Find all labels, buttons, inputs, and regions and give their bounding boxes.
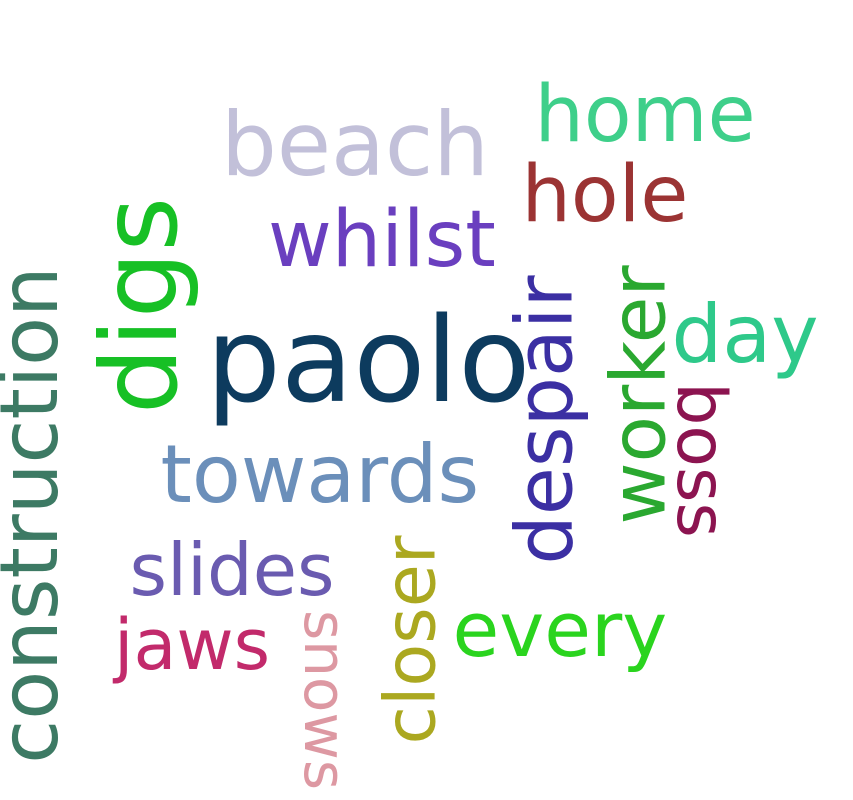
word-construction: construction (0, 266, 76, 764)
word-every: every (452, 585, 668, 674)
word-paolo: paolo (206, 291, 531, 429)
word-home: home (534, 70, 756, 160)
word-digs: digs (78, 196, 201, 414)
word-closer: closer (369, 535, 452, 745)
word-hole: hole (521, 150, 689, 240)
word-slides: slides (129, 528, 335, 612)
word-despair: despair (500, 275, 591, 565)
word-jaws: jaws (114, 604, 271, 686)
word-boss: boss (660, 382, 740, 538)
word-snows: snows (291, 609, 360, 791)
word-beach: beach (221, 93, 490, 196)
word-whilst: whilst (268, 195, 496, 285)
word-day: day (671, 288, 819, 381)
word-towards: towards (160, 428, 480, 521)
